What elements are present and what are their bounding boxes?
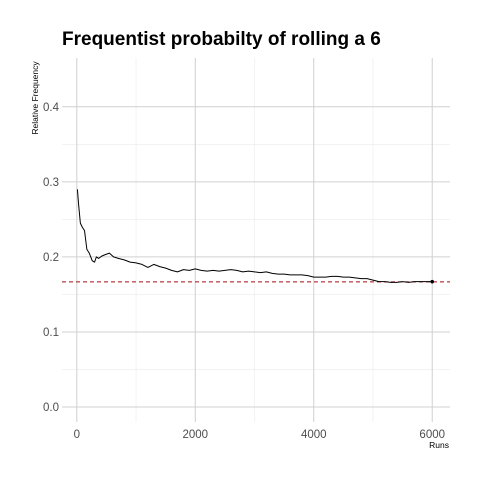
x-tick-label: 4000 bbox=[301, 429, 327, 441]
y-tick-label: 0.3 bbox=[43, 177, 59, 189]
chart-title: Frequentist probabilty of rolling a 6 bbox=[62, 29, 381, 50]
series-line bbox=[76, 189, 433, 283]
series-layer bbox=[76, 189, 435, 284]
y-tick-labels: 0.0 0.1 0.2 0.3 0.4 bbox=[43, 102, 60, 414]
y-tick-label: 0.0 bbox=[43, 402, 59, 414]
last-point-marker bbox=[430, 279, 435, 284]
x-tick-labels: 0 2000 4000 6000 bbox=[74, 429, 445, 441]
x-axis-label: Runs bbox=[429, 440, 449, 450]
y-tick-label: 0.2 bbox=[43, 252, 59, 264]
y-tick-label: 0.4 bbox=[43, 102, 60, 114]
minor-gridlines bbox=[62, 58, 450, 422]
x-tick-label: 6000 bbox=[419, 429, 445, 441]
x-tick-label: 2000 bbox=[182, 429, 208, 441]
y-tick-label: 0.1 bbox=[43, 327, 59, 339]
y-axis-label: Relative Frequency bbox=[30, 61, 40, 135]
x-tick-label: 0 bbox=[74, 429, 80, 441]
major-gridlines bbox=[62, 58, 450, 422]
